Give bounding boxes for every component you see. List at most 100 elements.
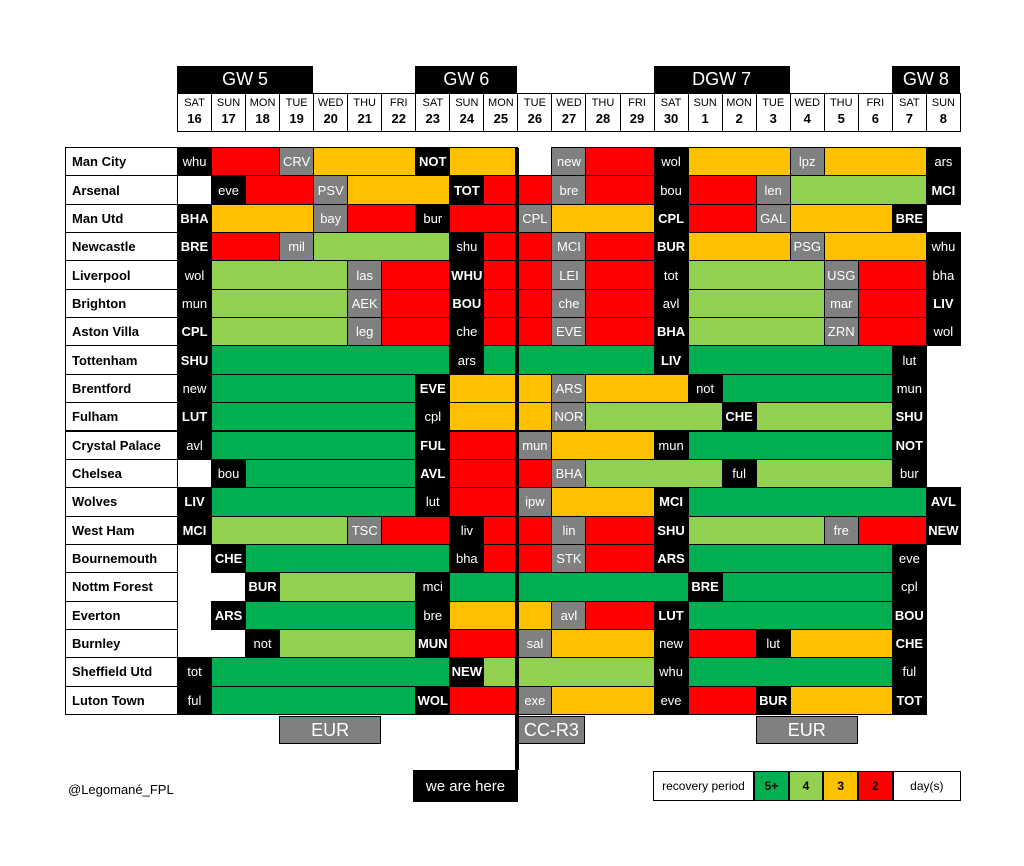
fixture-cell: USG [823,260,859,290]
fixture-cell: CHE [891,628,927,659]
fixture-cell: WOL [415,685,451,715]
fixture-cell: leg [347,317,383,347]
day-of-week: FRI [866,97,885,109]
fixture-cell: MCI [925,175,961,205]
fixture-cell: fre [823,515,859,545]
team-name: Nottm Forest [65,572,178,602]
recovery-bar [585,232,655,262]
fixture-cell: CPL [177,317,213,347]
cup-label: EUR [755,716,858,744]
fixture-cell: not [245,628,281,659]
legend-title: recovery period [653,771,754,801]
fixture-cell: eve [211,175,247,205]
day-of-week: SUN [931,97,955,109]
recovery-bar [483,657,655,687]
legend-swatch-4: 4 [788,771,824,801]
recovery-bar [211,147,281,177]
team-name: Chelsea [65,458,178,489]
day-number: 30 [663,111,679,126]
recovery-bar [687,288,825,319]
day-number: 22 [391,111,406,126]
fixture-cell: ARS [211,600,247,630]
recovery-bar [449,572,689,602]
day-header: THU 5 [823,93,859,132]
cup-label: EUR [279,716,382,744]
fixture-cell: CPL [653,203,689,234]
day-number: 2 [735,111,743,126]
day-number: 5 [837,111,845,126]
fixture-cell: shu [449,232,485,262]
fixture-cell: new [551,147,587,177]
fixture-cell: whu [925,232,961,262]
team-name: Brentford [65,373,178,404]
recovery-bar [687,260,825,290]
fixture-cell: LUT [653,600,689,630]
fixture-cell: bha [925,260,961,290]
fixture-cell: bou [211,458,247,489]
recovery-bar [211,657,451,687]
recovery-bar [551,430,655,460]
fixture-cell: tot [653,260,689,290]
day-header: THU 21 [347,93,383,132]
fixture-cell: SHU [891,402,927,432]
day-header: SAT 7 [891,93,927,132]
recovery-bar [687,600,893,630]
recovery-bar [687,147,791,177]
day-of-week: SAT [660,97,682,109]
fixture-cell: new [653,628,689,659]
fixture-cell: CPL [517,203,553,234]
team-name: Tottenham [65,345,178,375]
day-of-week: MON [488,97,514,109]
day-number: 7 [905,111,913,126]
fixture-cell: mci [415,572,451,602]
fixture-cell: TOT [891,685,927,715]
recovery-bar [721,572,893,602]
fixture-cell: las [347,260,383,290]
day-of-week: SAT [422,97,444,109]
fixture-cell: lut [891,345,927,375]
current-day-line [515,148,520,770]
recovery-bar [687,203,757,234]
fixture-cell: BHA [653,317,689,347]
recovery-bar [857,288,927,319]
team-name: Aston Villa [65,317,178,347]
day-header: FRI 6 [857,93,893,132]
fixture-cell: BUR [755,685,791,715]
day-number: 1 [701,111,709,126]
fixture-cell: mun [653,430,689,460]
recovery-bar [245,600,417,630]
fixture-cell: PSV [313,175,349,205]
fixture-cell: LIV [653,345,689,375]
day-header: MON 2 [721,93,757,132]
fixture-cell: MCI [551,232,587,262]
day-of-week: FRI [628,97,646,109]
team-name: Burnley [65,628,178,659]
recovery-bar [687,657,893,687]
recovery-bar [789,685,893,715]
fixture-cell: eve [653,685,689,715]
day-of-week: SAT [899,97,920,109]
fixture-cell: BRE [177,232,213,262]
fixture-cell: BOU [449,288,485,319]
day-of-week: WED [794,97,821,109]
fixture-cell: MCI [177,515,213,545]
fixture-cell: BHA [177,203,213,234]
recovery-bar [585,288,655,319]
day-header: WED 27 [551,93,587,132]
day-header: SAT 30 [653,93,689,132]
fixture-cell: ars [925,147,961,177]
day-of-week: TUE [523,97,546,109]
day-header: SAT 23 [415,93,451,132]
recovery-bar [211,232,281,262]
recovery-bar [245,175,315,205]
recovery-bar [687,515,825,545]
fixture-cell: PSG [789,232,825,262]
fixture-cell: SHU [653,515,689,545]
day-header: THU 28 [585,93,621,132]
team-name: Fulham [65,402,178,432]
fixture-cell: wol [653,147,689,177]
fixture-cell: BUR [653,232,689,262]
fixture-cell: cpl [415,402,451,432]
fixture-cell: NEW [449,657,485,687]
fixture-cell: AVL [925,487,961,517]
